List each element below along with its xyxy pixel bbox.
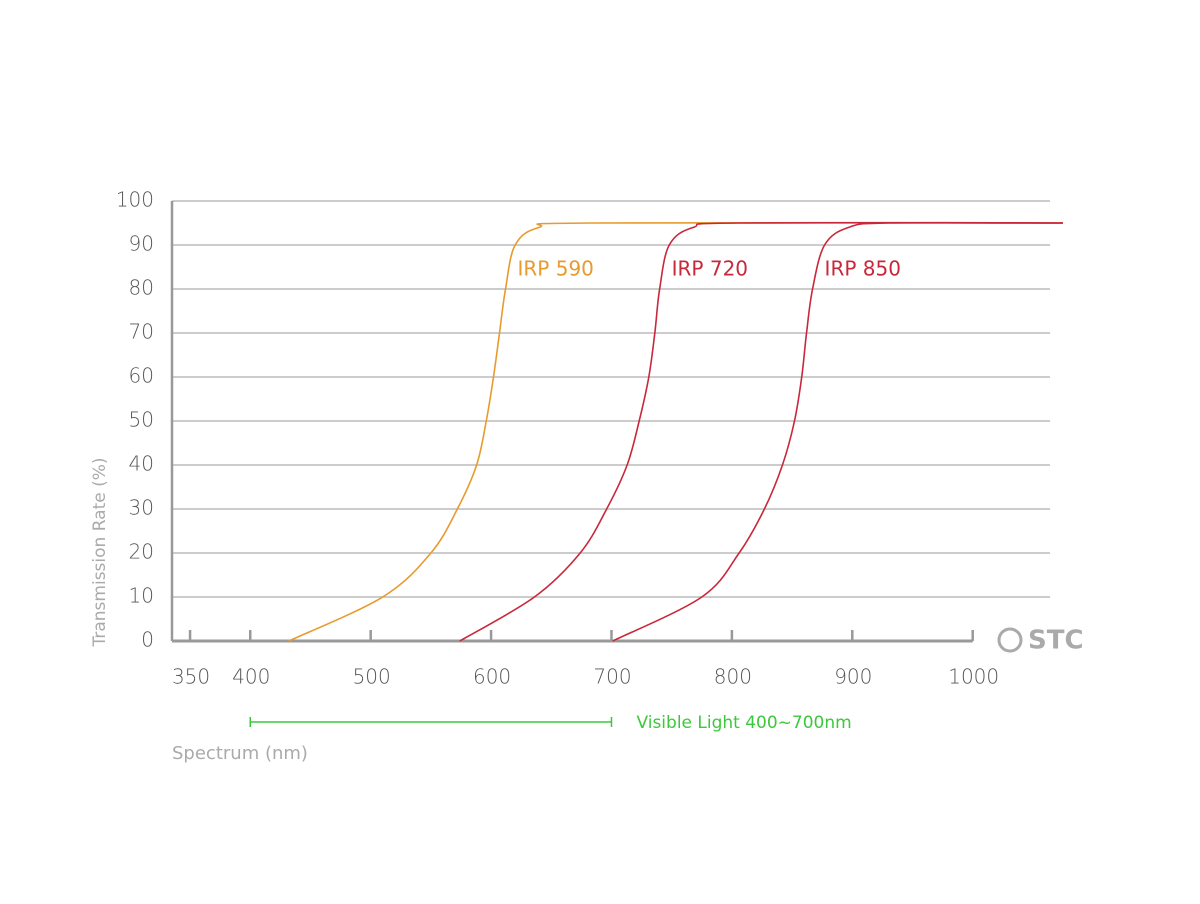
- y-tick-label: 30: [129, 496, 154, 520]
- series-line: [612, 221, 1064, 642]
- logo-icon: [997, 627, 1023, 653]
- x-tick-label: 1000: [948, 665, 999, 689]
- y-axis-label: Transmission Rate (%): [90, 457, 110, 647]
- series-line: [459, 221, 1064, 642]
- x-tick-label: 900: [834, 665, 872, 689]
- x-axis-label: Spectrum (nm): [172, 743, 308, 764]
- y-tick-label: 90: [129, 232, 154, 256]
- y-tick-label: 40: [129, 452, 154, 476]
- y-tick-label: 0: [141, 628, 154, 652]
- series-label: IRP 850: [825, 257, 901, 281]
- x-tick-label: 600: [473, 665, 511, 689]
- series-line: [288, 221, 1064, 642]
- y-tick-label: 70: [129, 320, 154, 344]
- series-label: IRP 720: [672, 257, 748, 281]
- x-tick-label: 800: [714, 665, 752, 689]
- series-label: IRP 590: [518, 257, 594, 281]
- x-tick-label: 500: [353, 665, 391, 689]
- logo: STC: [997, 626, 1084, 656]
- logo-text: STC: [1028, 626, 1084, 656]
- y-tick-label: 80: [129, 276, 154, 300]
- x-tick-label: 700: [593, 665, 631, 689]
- x-tick-label: 350: [172, 665, 210, 689]
- y-tick-label: 10: [129, 584, 154, 608]
- y-tick-label: 20: [129, 540, 154, 564]
- annotation-text: Visible Light 400~700nm: [636, 713, 851, 733]
- y-tick-label: 100: [116, 188, 154, 212]
- x-tick-label: 400: [232, 665, 270, 689]
- y-tick-label: 50: [129, 408, 154, 432]
- y-tick-label: 60: [129, 364, 154, 388]
